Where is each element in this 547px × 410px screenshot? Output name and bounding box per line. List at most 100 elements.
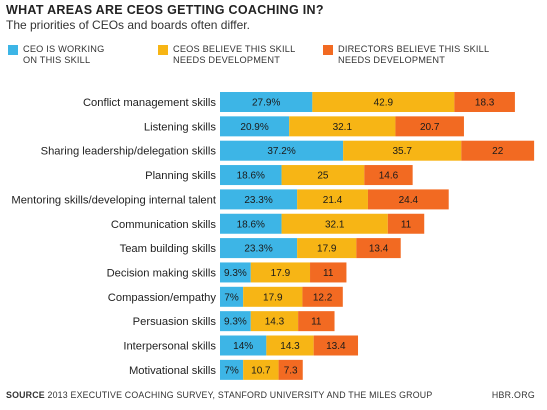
- bar-directors-believe-planning-skills: [364, 165, 413, 186]
- data-label-ceo-working-listening-skills: 20.9%: [240, 122, 268, 133]
- bar-ceo-working-decision-making-skills: [220, 262, 251, 283]
- bar-directors-believe-team-building-skills: [356, 238, 401, 259]
- category-label-persuasion-skills: Persuasion skills: [133, 316, 217, 328]
- data-label-directors-believe-listening-skills: 20.7: [420, 122, 440, 133]
- bar-directors-believe-interpersonal-skills: [313, 335, 359, 356]
- data-label-ceo-working-persuasion-skills: 9.3%: [224, 317, 247, 328]
- bar-ceo-working-listening-skills: [220, 116, 290, 137]
- category-label-compassion-empathy: Compassion/empathy: [108, 292, 217, 304]
- chart-subtitle: The priorities of CEOs and boards often …: [6, 18, 250, 32]
- data-label-directors-believe-conflict-management-skills: 18.3: [475, 98, 495, 109]
- data-label-ceos-believe-conflict-management-skills: 42.9: [374, 98, 394, 109]
- bar-directors-believe-motivational-skills: [278, 359, 303, 380]
- bar-ceos-believe-mentoring-skills-developing-internal-talent: [297, 189, 368, 210]
- data-label-directors-believe-sharing-leadership-delegation-skills: 22: [492, 146, 504, 157]
- data-label-ceos-believe-sharing-leadership-delegation-skills: 35.7: [392, 146, 412, 157]
- category-label-team-building-skills: Team building skills: [120, 243, 217, 255]
- data-label-directors-believe-team-building-skills: 13.4: [369, 244, 389, 255]
- data-label-ceos-believe-mentoring-skills-developing-internal-talent: 21.4: [323, 195, 343, 206]
- bar-ceos-believe-motivational-skills: [243, 359, 279, 380]
- bar-directors-believe-conflict-management-skills: [454, 92, 515, 112]
- bar-ceos-believe-team-building-skills: [297, 238, 357, 259]
- legend-item-ceos-believe: CEOS BELIEVE THIS SKILL NEEDS DEVELOPMEN…: [158, 44, 313, 66]
- legend-label-ceos-believe: CEOS BELIEVE THIS SKILL NEEDS DEVELOPMEN…: [173, 44, 296, 65]
- data-label-ceo-working-conflict-management-skills: 27.9%: [252, 98, 280, 109]
- data-label-ceos-believe-listening-skills: 32.1: [333, 122, 353, 133]
- bar-ceos-believe-interpersonal-skills: [266, 335, 314, 356]
- bar-directors-believe-sharing-leadership-delegation-skills: [461, 140, 535, 161]
- legend-label-directors-believe: DIRECTORS BELIEVE THIS SKILL NEEDS DEVEL…: [338, 44, 490, 65]
- bar-directors-believe-persuasion-skills: [298, 311, 335, 332]
- category-label-sharing-leadership-delegation-skills: Sharing leadership/delegation skills: [41, 146, 217, 158]
- data-label-directors-believe-compassion-empathy: 12.2: [313, 292, 333, 303]
- data-label-ceos-believe-planning-skills: 25: [317, 171, 329, 182]
- data-label-ceo-working-interpersonal-skills: 14%: [233, 341, 253, 352]
- data-label-directors-believe-interpersonal-skills: 13.4: [326, 341, 346, 352]
- bar-directors-believe-communication-skills: [387, 213, 425, 234]
- bar-directors-believe-compassion-empathy: [302, 286, 343, 307]
- data-label-ceos-believe-motivational-skills: 10.7: [251, 365, 271, 376]
- data-label-ceo-working-mentoring-skills-developing-internal-talent: 23.3%: [244, 195, 272, 206]
- data-label-ceo-working-team-building-skills: 23.3%: [244, 244, 272, 255]
- bar-ceos-believe-compassion-empathy: [243, 286, 303, 307]
- data-label-directors-believe-communication-skills: 11: [401, 219, 412, 230]
- category-label-listening-skills: Listening skills: [144, 121, 217, 133]
- source-label: SOURCE: [6, 390, 45, 400]
- bar-ceo-working-persuasion-skills: [220, 311, 251, 332]
- source-text: 2013 EXECUTIVE COACHING SURVEY, STANFORD…: [44, 390, 433, 400]
- source-note: SOURCE 2013 EXECUTIVE COACHING SURVEY, S…: [6, 390, 432, 400]
- bar-ceo-working-compassion-empathy: [220, 286, 244, 307]
- data-label-ceos-believe-persuasion-skills: 14.3: [265, 317, 285, 328]
- category-label-mentoring-skills-developing-internal-talent: Mentoring skills/developing internal tal…: [11, 194, 216, 206]
- bar-ceos-believe-listening-skills: [289, 116, 396, 137]
- data-label-directors-believe-mentoring-skills-developing-internal-talent: 24.4: [399, 195, 419, 206]
- bar-ceo-working-communication-skills: [220, 213, 282, 234]
- bar-ceos-believe-planning-skills: [281, 165, 365, 186]
- data-label-directors-believe-motivational-skills: 7.3: [284, 365, 298, 376]
- bar-ceo-working-team-building-skills: [220, 238, 298, 259]
- category-label-interpersonal-skills: Interpersonal skills: [123, 341, 216, 353]
- legend-item-directors-believe: DIRECTORS BELIEVE THIS SKILL NEEDS DEVEL…: [323, 44, 518, 66]
- bar-ceo-working-mentoring-skills-developing-internal-talent: [220, 189, 298, 210]
- data-label-ceos-believe-decision-making-skills: 17.9: [271, 268, 291, 279]
- bar-directors-believe-listening-skills: [395, 116, 464, 137]
- data-label-ceo-working-motivational-skills: 7%: [224, 365, 239, 376]
- bar-ceos-believe-sharing-leadership-delegation-skills: [343, 140, 462, 161]
- category-label-decision-making-skills: Decision making skills: [107, 267, 217, 279]
- category-label-conflict-management-skills: Conflict management skills: [83, 97, 216, 109]
- legend-label-ceo-working: CEO IS WORKING ON THIS SKILL: [23, 44, 105, 65]
- category-label-planning-skills: Planning skills: [145, 170, 216, 182]
- bar-ceo-working-sharing-leadership-delegation-skills: [220, 140, 344, 161]
- bar-ceos-believe-decision-making-skills: [250, 262, 311, 283]
- data-label-ceo-working-planning-skills: 18.6%: [237, 171, 265, 182]
- bar-ceo-working-interpersonal-skills: [220, 335, 267, 356]
- chart-title: WHAT AREAS ARE CEOS GETTING COACHING IN?: [6, 3, 324, 17]
- legend-swatch-ceo-working: [8, 45, 18, 55]
- brand-label: HBR.ORG: [491, 390, 535, 400]
- category-label-motivational-skills: Motivational skills: [129, 365, 216, 377]
- data-label-ceos-believe-communication-skills: 32.1: [325, 219, 345, 230]
- bar-ceo-working-motivational-skills: [220, 359, 244, 380]
- bar-ceo-working-conflict-management-skills: [220, 92, 313, 112]
- data-label-ceo-working-decision-making-skills: 9.3%: [224, 268, 247, 279]
- data-label-ceos-believe-interpersonal-skills: 14.3: [280, 341, 300, 352]
- data-label-directors-believe-persuasion-skills: 11: [311, 317, 322, 328]
- data-label-directors-believe-planning-skills: 14.6: [379, 171, 399, 182]
- bar-ceos-believe-conflict-management-skills: [312, 92, 455, 112]
- bar-directors-believe-mentoring-skills-developing-internal-talent: [367, 189, 449, 210]
- bar-ceos-believe-persuasion-skills: [250, 311, 299, 332]
- category-label-communication-skills: Communication skills: [111, 219, 216, 231]
- legend-swatch-directors-believe: [323, 45, 333, 55]
- bar-ceos-believe-communication-skills: [281, 213, 388, 234]
- data-label-ceo-working-communication-skills: 18.6%: [237, 219, 265, 230]
- bar-ceo-working-planning-skills: [220, 165, 282, 186]
- legend-item-ceo-working: CEO IS WORKING ON THIS SKILL: [8, 44, 163, 66]
- data-label-ceo-working-sharing-leadership-delegation-skills: 37.2%: [267, 146, 295, 157]
- data-label-ceo-working-compassion-empathy: 7%: [224, 292, 239, 303]
- data-label-ceos-believe-team-building-skills: 17.9: [317, 244, 337, 255]
- legend-swatch-ceos-believe: [158, 45, 168, 55]
- data-label-ceos-believe-compassion-empathy: 17.9: [263, 292, 283, 303]
- bar-directors-believe-decision-making-skills: [310, 262, 347, 283]
- data-label-directors-believe-decision-making-skills: 11: [323, 268, 334, 279]
